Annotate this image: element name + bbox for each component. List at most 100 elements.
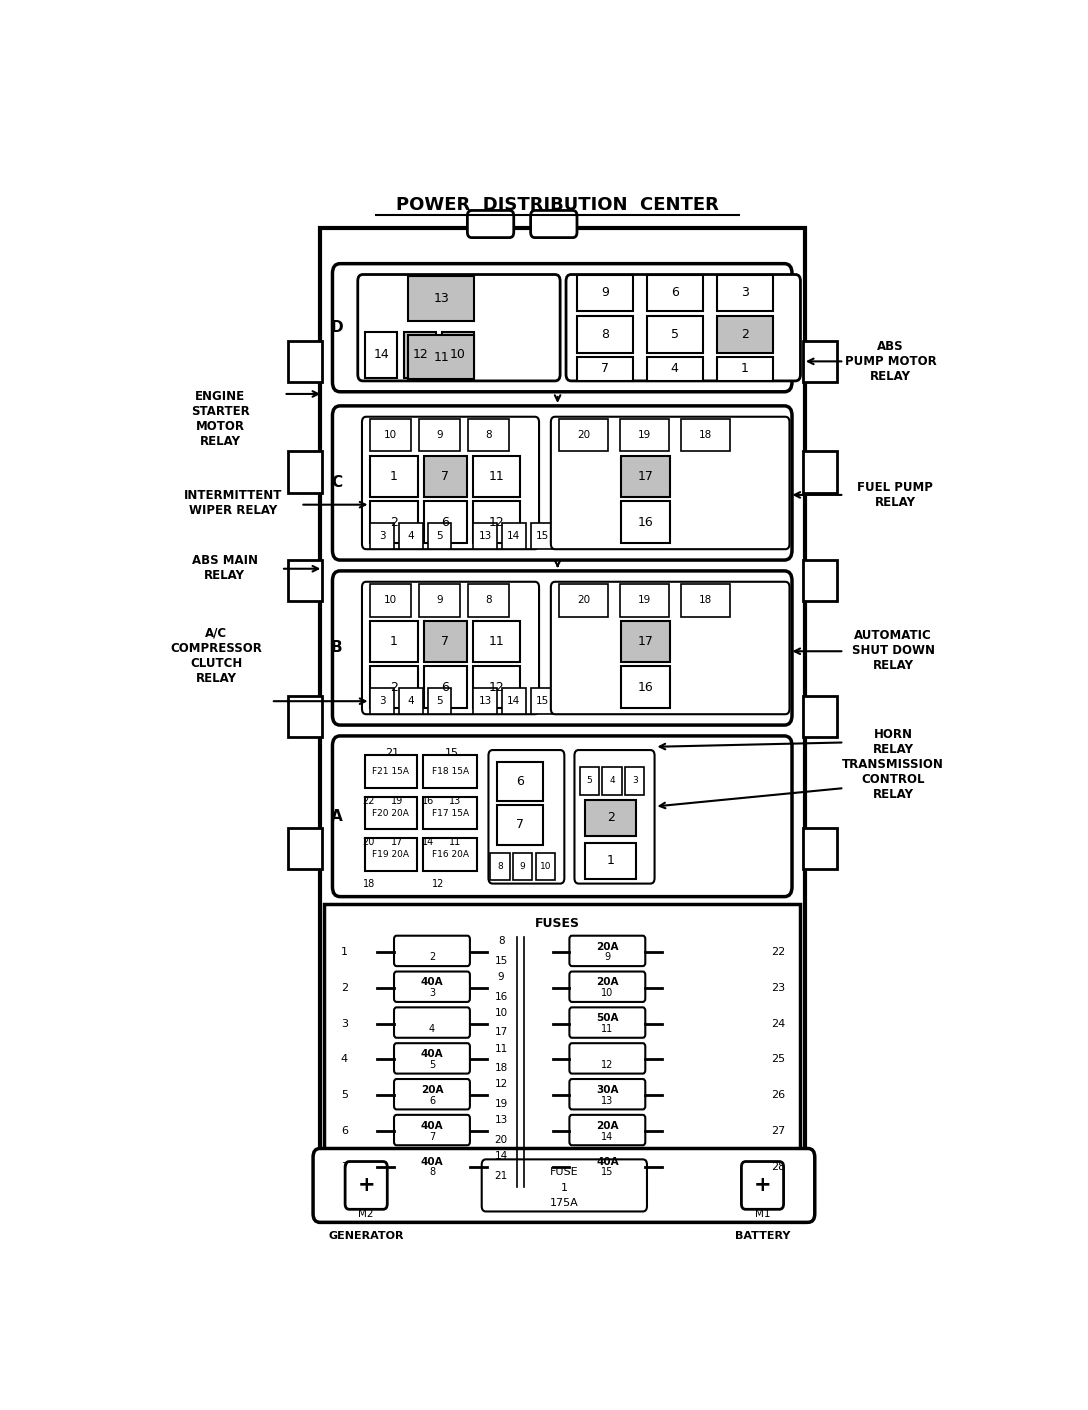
FancyBboxPatch shape (333, 571, 792, 725)
Text: 18: 18 (494, 1063, 508, 1073)
Text: 5: 5 (341, 1090, 348, 1100)
Text: 19: 19 (494, 1098, 508, 1110)
Text: 20: 20 (495, 1135, 508, 1145)
FancyBboxPatch shape (569, 936, 645, 966)
Text: 12: 12 (489, 516, 505, 529)
Text: F18 15A: F18 15A (432, 767, 469, 777)
FancyBboxPatch shape (394, 1151, 470, 1182)
Text: 1: 1 (560, 1183, 568, 1193)
Bar (681, 419, 730, 451)
Text: 6: 6 (429, 1096, 435, 1105)
Bar (408, 275, 474, 321)
Bar (473, 688, 497, 715)
Text: 10: 10 (384, 595, 397, 605)
Text: 11: 11 (494, 1043, 508, 1053)
Text: 7: 7 (442, 634, 449, 649)
Bar (473, 620, 520, 663)
Bar (717, 357, 772, 381)
Text: 15: 15 (494, 956, 508, 966)
FancyBboxPatch shape (482, 1159, 647, 1211)
Text: 14: 14 (422, 838, 434, 847)
Text: C: C (331, 475, 343, 491)
Bar (580, 767, 598, 795)
Bar (370, 455, 418, 498)
Text: 19: 19 (638, 430, 651, 440)
Text: 3: 3 (379, 532, 385, 541)
Bar (473, 455, 520, 498)
Text: 9: 9 (498, 971, 505, 981)
Text: 20: 20 (362, 838, 375, 847)
Text: 17: 17 (638, 470, 653, 484)
Bar (621, 502, 670, 543)
Text: 6: 6 (671, 286, 679, 299)
Text: AUTOMATIC
SHUT DOWN
RELAY: AUTOMATIC SHUT DOWN RELAY (852, 629, 935, 671)
FancyBboxPatch shape (362, 417, 539, 548)
Text: 13: 13 (479, 532, 492, 541)
Text: 13: 13 (448, 797, 461, 807)
Bar (422, 797, 478, 829)
Bar (603, 767, 621, 795)
Text: 6: 6 (442, 681, 449, 694)
Bar (370, 688, 394, 715)
Text: 10: 10 (495, 1008, 508, 1018)
Text: 1: 1 (341, 948, 348, 957)
FancyBboxPatch shape (394, 1115, 470, 1145)
Text: 7: 7 (601, 362, 609, 375)
Text: 12: 12 (602, 1060, 614, 1070)
FancyBboxPatch shape (569, 1043, 645, 1073)
Text: +: + (754, 1176, 771, 1196)
FancyBboxPatch shape (489, 750, 565, 884)
FancyBboxPatch shape (333, 736, 792, 897)
Bar (364, 797, 417, 829)
Bar (647, 316, 703, 352)
Text: 13: 13 (433, 292, 449, 305)
Text: 11: 11 (489, 470, 505, 484)
Text: 10: 10 (384, 430, 397, 440)
Bar (621, 667, 670, 708)
FancyBboxPatch shape (551, 417, 790, 548)
FancyBboxPatch shape (394, 1007, 470, 1038)
Text: 14: 14 (602, 1132, 614, 1142)
Text: 17: 17 (392, 838, 404, 847)
Text: 5: 5 (671, 327, 679, 341)
Bar (399, 688, 422, 715)
Text: 20A: 20A (596, 1121, 619, 1131)
Text: INTERMITTENT
WIPER RELAY: INTERMITTENT WIPER RELAY (184, 488, 282, 516)
Text: 6: 6 (341, 1127, 348, 1136)
Bar (625, 767, 644, 795)
Text: 30A: 30A (596, 1084, 619, 1096)
Bar (468, 584, 509, 616)
Text: 40A: 40A (421, 1156, 443, 1166)
Bar (320, 228, 805, 1222)
FancyBboxPatch shape (569, 1115, 645, 1145)
Text: 6: 6 (442, 516, 449, 529)
Text: 21: 21 (494, 1170, 508, 1180)
Bar (803, 341, 837, 382)
Bar (577, 357, 632, 381)
Text: POWER  DISTRIBUTION  CENTER: POWER DISTRIBUTION CENTER (396, 196, 719, 214)
FancyBboxPatch shape (551, 582, 790, 715)
Text: F20 20A: F20 20A (372, 808, 409, 818)
FancyBboxPatch shape (333, 406, 792, 560)
Bar (497, 805, 543, 845)
Text: 22: 22 (771, 948, 786, 957)
Text: 7: 7 (341, 1162, 348, 1172)
Bar (324, 904, 801, 1197)
Text: 3: 3 (341, 1018, 348, 1029)
Bar (717, 275, 772, 312)
Text: 17: 17 (494, 1028, 508, 1038)
Text: 16: 16 (638, 681, 653, 694)
Bar (422, 756, 478, 788)
Text: 18: 18 (698, 595, 712, 605)
Text: 5: 5 (586, 776, 592, 785)
Text: 9: 9 (436, 595, 443, 605)
FancyBboxPatch shape (394, 971, 470, 1003)
Bar (419, 584, 460, 616)
Bar (370, 620, 418, 663)
Text: 1: 1 (391, 470, 398, 484)
Text: 5: 5 (429, 1060, 435, 1070)
FancyBboxPatch shape (394, 1079, 470, 1110)
Bar (473, 667, 520, 708)
Text: 4: 4 (341, 1055, 348, 1065)
Text: FUEL PUMP
RELAY: FUEL PUMP RELAY (857, 481, 932, 509)
